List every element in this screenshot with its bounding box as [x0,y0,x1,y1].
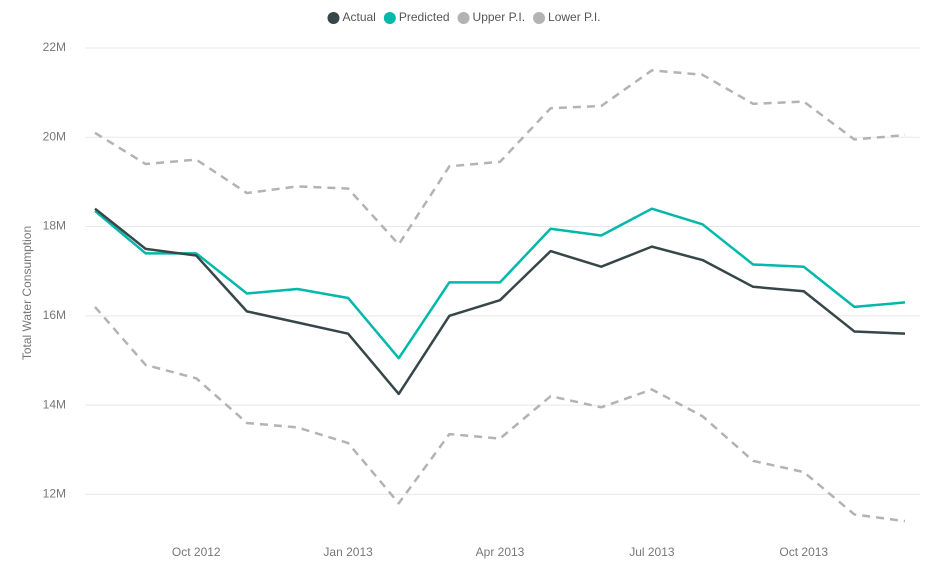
legend-marker [457,12,470,24]
y-tick-label: 22M [43,40,66,54]
x-tick-label: Jan 2013 [323,545,373,559]
legend-label: Actual [342,10,375,24]
x-tick-label: Jul 2013 [629,545,675,559]
legend-marker [327,12,340,24]
legend-label: Predicted [399,10,450,24]
x-tick-label: Oct 2013 [779,545,828,559]
y-tick-label: 12M [43,487,66,501]
y-tick-label: 18M [43,219,66,233]
series-line [94,207,906,360]
legend-marker [533,12,546,24]
series-line [94,207,906,396]
legend-label: Upper P.I. [473,10,525,24]
series-line [94,69,906,246]
x-tick-label: Apr 2013 [476,545,525,559]
legend-label: Lower P.I. [548,10,600,24]
y-tick-label: 20M [43,129,66,143]
legend-marker [383,12,396,24]
y-axis-label: Total Water Consumption [20,226,34,360]
y-tick-label: 16M [43,308,66,322]
y-tick-label: 14M [43,397,66,411]
series-line [94,306,906,523]
x-tick-label: Oct 2012 [172,545,221,559]
